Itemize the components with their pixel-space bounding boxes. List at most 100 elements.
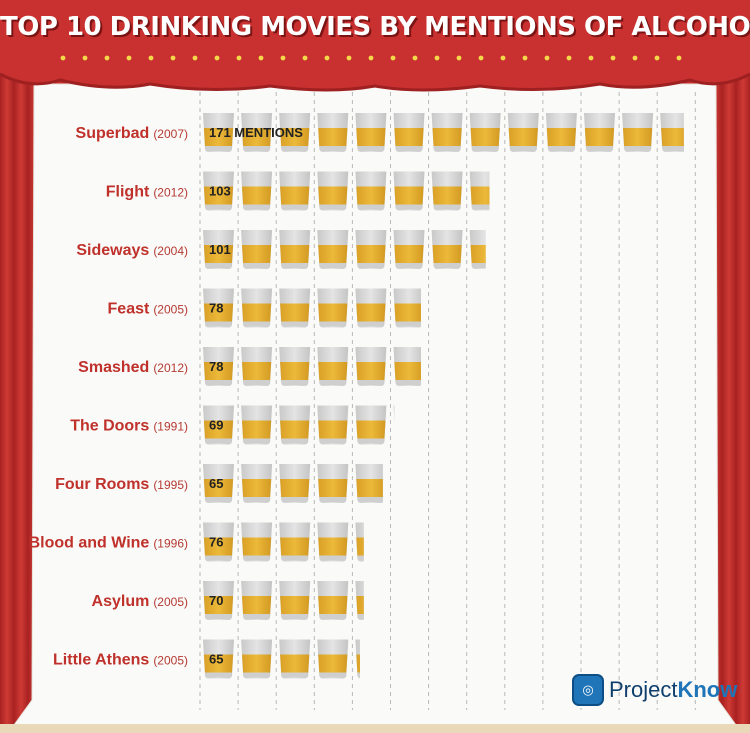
glass-base (244, 672, 270, 678)
beer-fill (318, 537, 348, 556)
glass-icon (355, 581, 364, 620)
bar (203, 288, 421, 328)
glass-base (434, 263, 460, 268)
category-label: Sideways (2004) (76, 242, 188, 259)
bar (203, 522, 364, 562)
marquee-light (214, 55, 220, 61)
glass-icon (393, 113, 425, 152)
beer-fill (280, 128, 310, 146)
value-label: 78 (209, 359, 223, 374)
stage-floor (0, 724, 750, 733)
beer-fill (394, 362, 421, 380)
glass-icon (317, 581, 349, 620)
beer-fill (356, 245, 386, 263)
beer-fill (508, 128, 538, 146)
beer-fill (203, 303, 234, 322)
glass-icon (241, 464, 273, 503)
beer-fill (203, 420, 234, 439)
curtain-valance (0, 0, 750, 90)
glass-icon (203, 347, 234, 386)
movie-year: (2007) (153, 127, 188, 141)
bar (203, 405, 395, 445)
glass-base (510, 146, 536, 151)
marquee-light (346, 55, 352, 61)
beer-fill (318, 303, 348, 322)
glass-icon (203, 405, 234, 445)
glass-icon (241, 288, 273, 328)
valance-edge (0, 72, 750, 92)
glass-icon (393, 347, 421, 386)
movie-title: The Doors (70, 418, 149, 435)
marquee-light (676, 55, 682, 61)
glass-base (244, 380, 270, 385)
glass-icon (355, 288, 387, 328)
value-label: 70 (209, 593, 223, 608)
movie-title: Blood and Wine (29, 535, 150, 552)
marquee-light (258, 55, 264, 61)
glass-icon (203, 288, 234, 328)
glass-base (358, 321, 384, 327)
beer-fill (280, 654, 310, 673)
glass-icon (317, 113, 349, 152)
glass-icon (241, 405, 273, 445)
glass-icon (203, 113, 234, 152)
glass-base (358, 204, 384, 210)
brain-chat-icon: ◎ (572, 674, 604, 706)
beer-fill (280, 537, 310, 556)
glass-base (282, 614, 308, 619)
glass-base (206, 438, 231, 444)
category-label: Asylum (2005) (92, 593, 188, 610)
glass-base (282, 555, 308, 561)
glass-base (472, 204, 490, 210)
glass-base (244, 555, 270, 561)
beer-fill (394, 186, 424, 205)
beer-fill (203, 479, 234, 497)
bar-row-6: Four Rooms (1995) 65 (55, 464, 383, 503)
glass-base (396, 321, 421, 327)
beer-fill (280, 479, 310, 497)
marquee-light (522, 55, 528, 61)
glass-icon (317, 347, 349, 386)
glass-base (206, 672, 231, 678)
glass-icon (393, 171, 425, 211)
marquee-light (148, 55, 154, 61)
beer-fill (356, 479, 383, 497)
movie-year: (2005) (153, 595, 188, 609)
glass-base (320, 263, 346, 268)
beer-fill (584, 128, 615, 146)
glass-base (472, 263, 486, 268)
glass-icon (317, 639, 349, 679)
glass-icon (279, 522, 311, 562)
beer-fill (318, 654, 348, 673)
glass-base (206, 263, 231, 268)
glass-icon (469, 230, 486, 269)
beer-fill (280, 362, 310, 380)
beer-fill (356, 596, 364, 614)
glass-base (244, 614, 270, 619)
glass-body (393, 405, 395, 421)
beer-fill (203, 654, 234, 673)
beer-fill (280, 420, 310, 439)
beer-fill (356, 420, 386, 439)
chart-title: TOP 10 DRINKING MOVIES BY MENTIONS OF AL… (0, 12, 750, 42)
beer-fill (318, 596, 348, 614)
glass-base (320, 204, 346, 210)
beer-fill (242, 479, 272, 497)
value-label: 65 (209, 652, 223, 667)
glass-base (358, 263, 384, 268)
glass-base (320, 321, 346, 327)
marquee-light (632, 55, 638, 61)
glass-icon (279, 171, 311, 211)
glass-base (548, 146, 574, 151)
marquee-light (302, 55, 308, 61)
beer-fill (318, 362, 348, 380)
movie-year: (1991) (153, 420, 188, 434)
glass-base (320, 497, 346, 502)
beer-fill (318, 186, 348, 205)
glass-base (358, 555, 364, 561)
beer-fill (356, 362, 386, 380)
category-label: Blood and Wine (1996) (29, 535, 188, 552)
glass-base (320, 380, 346, 385)
glass-base (206, 146, 231, 151)
